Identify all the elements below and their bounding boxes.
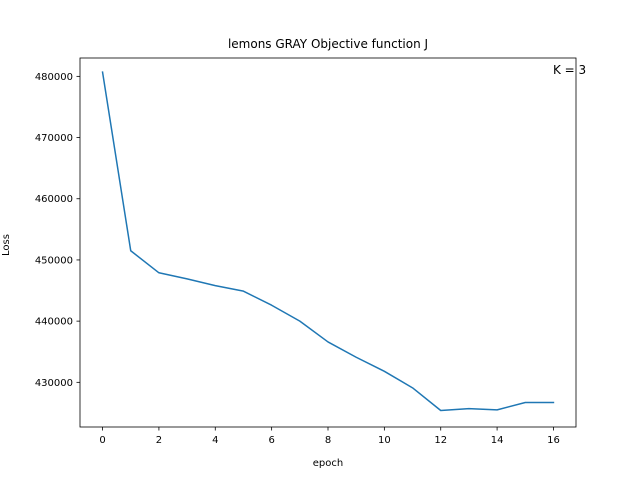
y-axis: 430000 440000 450000 460000 470000 480000 — [35, 72, 80, 389]
x-tick-label: 14 — [491, 435, 504, 446]
x-tick-label: 4 — [212, 435, 218, 446]
y-tick-label: 440000 — [35, 317, 73, 328]
x-tick-label: 12 — [434, 435, 447, 446]
x-tick-label: 16 — [547, 435, 560, 446]
x-tick-label: 6 — [268, 435, 274, 446]
x-tick-label: 8 — [325, 435, 331, 446]
chart-title: lemons GRAY Objective function J — [228, 37, 428, 51]
loss-series-line — [101, 71, 555, 412]
x-axis-label: epoch — [313, 458, 343, 469]
y-tick-label: 460000 — [35, 194, 73, 205]
x-axis: 0 2 4 6 8 10 12 14 16 — [99, 427, 560, 446]
x-tick-label: 0 — [99, 435, 105, 446]
plot-area — [79, 57, 577, 428]
y-tick-label: 470000 — [35, 133, 73, 144]
x-tick-label: 10 — [378, 435, 391, 446]
plot-frame — [79, 57, 577, 428]
y-tick-label: 480000 — [35, 72, 73, 83]
x-tick-label: 2 — [156, 435, 162, 446]
k-annotation: K = 3 — [553, 63, 586, 77]
y-tick-label: 430000 — [35, 378, 73, 389]
y-axis-label: Loss — [1, 234, 12, 256]
y-tick-label: 450000 — [35, 255, 73, 266]
